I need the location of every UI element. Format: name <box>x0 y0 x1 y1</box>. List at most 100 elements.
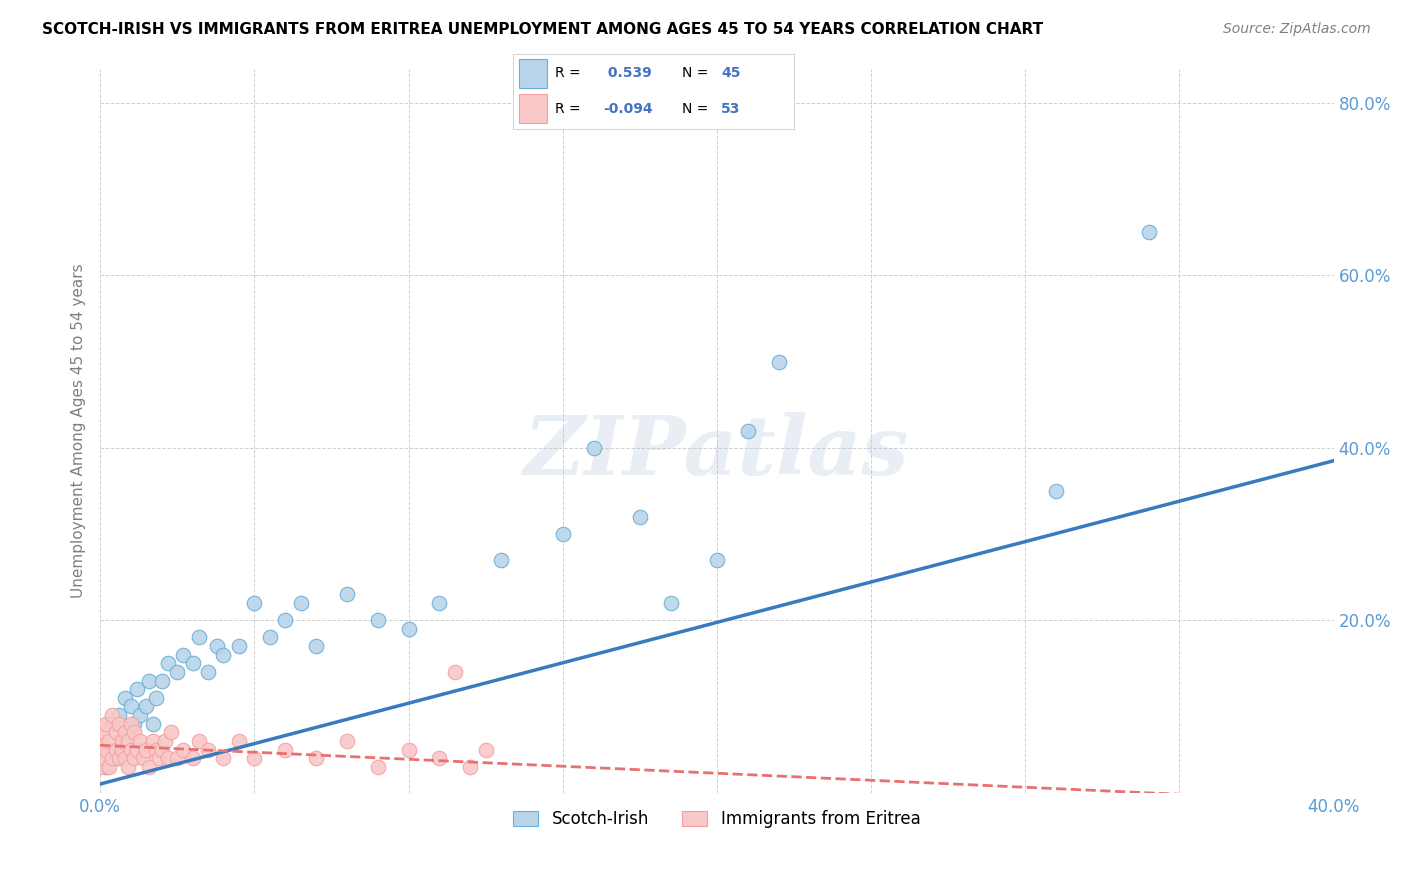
FancyBboxPatch shape <box>519 59 547 87</box>
Point <box>96 716 118 731</box>
Point <box>114 751 136 765</box>
Point <box>122 751 145 765</box>
Point <box>107 708 129 723</box>
Point <box>138 673 160 688</box>
Point <box>1045 483 1067 498</box>
Point <box>104 742 127 756</box>
Point <box>98 760 121 774</box>
Point <box>259 631 281 645</box>
Point <box>111 734 134 748</box>
Point <box>111 742 134 756</box>
Point <box>129 734 152 748</box>
Text: SCOTCH-IRISH VS IMMIGRANTS FROM ERITREA UNEMPLOYMENT AMONG AGES 45 TO 54 YEARS C: SCOTCH-IRISH VS IMMIGRANTS FROM ERITREA … <box>42 22 1043 37</box>
Point <box>91 725 114 739</box>
Point <box>551 527 574 541</box>
Point <box>228 639 250 653</box>
Point <box>91 751 114 765</box>
Point <box>197 742 219 756</box>
Point <box>89 734 111 748</box>
Point <box>207 639 229 653</box>
Y-axis label: Unemployment Among Ages 45 to 54 years: Unemployment Among Ages 45 to 54 years <box>72 263 86 598</box>
Point <box>212 648 235 662</box>
Point <box>142 716 165 731</box>
Point <box>101 708 124 723</box>
Point <box>305 751 328 765</box>
Point <box>117 725 139 739</box>
Point <box>156 751 179 765</box>
Text: 0.539: 0.539 <box>603 66 652 80</box>
Point <box>120 716 142 731</box>
Point <box>160 725 183 739</box>
Point <box>127 742 149 756</box>
Point <box>120 699 142 714</box>
Point <box>114 725 136 739</box>
Point <box>458 760 481 774</box>
Point <box>107 751 129 765</box>
Point <box>114 690 136 705</box>
Point <box>138 760 160 774</box>
Point <box>305 639 328 653</box>
Text: 53: 53 <box>721 102 741 116</box>
Text: Source: ZipAtlas.com: Source: ZipAtlas.com <box>1223 22 1371 37</box>
Point <box>243 751 266 765</box>
Point <box>127 682 149 697</box>
Point <box>737 424 759 438</box>
Point <box>274 613 297 627</box>
Point <box>367 613 389 627</box>
Point <box>187 631 209 645</box>
Point <box>243 596 266 610</box>
Point <box>172 742 194 756</box>
Point <box>104 751 127 765</box>
Point <box>111 734 134 748</box>
Point <box>117 734 139 748</box>
Point <box>427 596 450 610</box>
Point <box>212 751 235 765</box>
Point <box>768 354 790 368</box>
Point <box>427 751 450 765</box>
Point <box>148 751 170 765</box>
Legend: Scotch-Irish, Immigrants from Eritrea: Scotch-Irish, Immigrants from Eritrea <box>506 804 927 835</box>
Point <box>120 742 142 756</box>
Point <box>228 734 250 748</box>
Point <box>398 622 420 636</box>
Text: N =: N = <box>682 66 709 80</box>
Point <box>142 734 165 748</box>
Text: ZIPatlas: ZIPatlas <box>524 412 910 492</box>
Point <box>135 699 157 714</box>
Point <box>96 742 118 756</box>
Point <box>367 760 389 774</box>
Point <box>398 742 420 756</box>
Text: 45: 45 <box>721 66 741 80</box>
Point <box>659 596 682 610</box>
Point <box>181 751 204 765</box>
Text: N =: N = <box>682 102 709 116</box>
Point <box>122 716 145 731</box>
Point <box>290 596 312 610</box>
Point <box>145 690 167 705</box>
Point <box>489 553 512 567</box>
Point <box>474 742 496 756</box>
Point <box>96 760 118 774</box>
Point <box>166 751 188 765</box>
Text: R =: R = <box>555 102 581 116</box>
Point <box>150 673 173 688</box>
Point <box>104 725 127 739</box>
Point <box>166 665 188 679</box>
Point <box>145 742 167 756</box>
Point <box>197 665 219 679</box>
FancyBboxPatch shape <box>519 95 547 123</box>
Point <box>135 742 157 756</box>
Point <box>181 657 204 671</box>
Point <box>336 587 359 601</box>
Point <box>187 734 209 748</box>
Point <box>156 657 179 671</box>
Point <box>172 648 194 662</box>
Point <box>129 708 152 723</box>
Point <box>150 742 173 756</box>
Point <box>101 751 124 765</box>
Point <box>89 760 111 774</box>
Point <box>107 716 129 731</box>
Point <box>628 509 651 524</box>
Text: R =: R = <box>555 66 581 80</box>
Point <box>274 742 297 756</box>
